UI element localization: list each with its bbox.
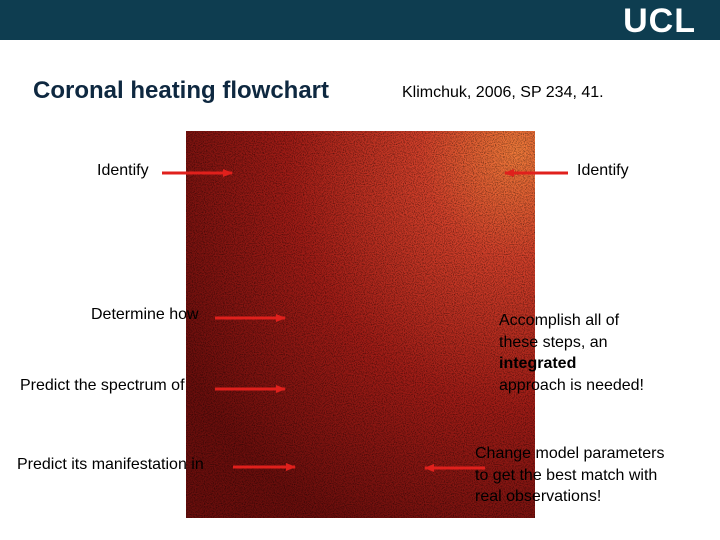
note-line: to get the best match with bbox=[475, 466, 658, 484]
label: Predict the spectrum of bbox=[20, 377, 185, 394]
label: Determine how bbox=[91, 306, 199, 323]
note-line: Change model parameters bbox=[475, 445, 665, 462]
note-line: Accomplish all of bbox=[499, 312, 620, 329]
title: Coronal heating flowchart bbox=[33, 77, 330, 104]
note-line: these steps, an bbox=[499, 333, 608, 351]
note-line: integrated bbox=[499, 355, 577, 372]
label: Identify bbox=[97, 162, 149, 179]
label: Identify bbox=[577, 162, 629, 179]
note-line: approach is needed! bbox=[499, 376, 644, 394]
image-texture bbox=[186, 131, 535, 518]
logo: UCL bbox=[623, 2, 696, 40]
label: Predict its manifestation in bbox=[17, 456, 204, 473]
note-line: real observations! bbox=[475, 488, 602, 505]
citation: Klimchuk, 2006, SP 234, 41. bbox=[402, 84, 604, 101]
header-bar: UCL bbox=[0, 0, 720, 40]
note: Change model parameters to get the best … bbox=[475, 443, 664, 508]
note: Accomplish all of these steps, an integr… bbox=[499, 310, 644, 396]
